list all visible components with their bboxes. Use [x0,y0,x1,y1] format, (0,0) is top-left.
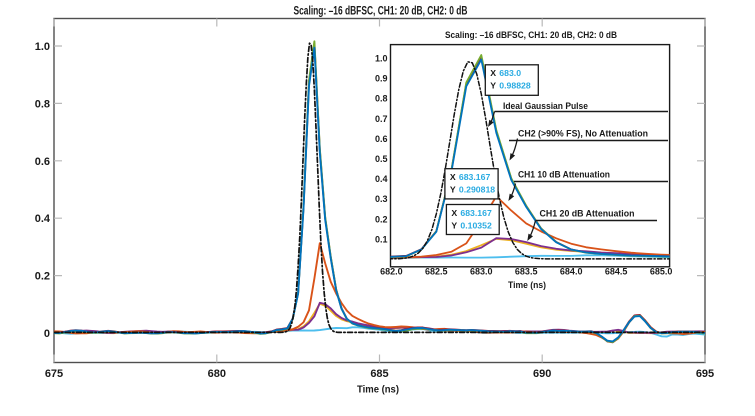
svg-text:0.4: 0.4 [375,174,388,184]
svg-text:683.0: 683.0 [470,267,493,277]
svg-text:0.4: 0.4 [35,213,51,225]
svg-text:684.5: 684.5 [605,267,628,277]
svg-text:Time (ns): Time (ns) [357,384,399,396]
svg-text:0.8: 0.8 [375,94,388,104]
svg-text:684.0: 684.0 [560,267,583,277]
svg-text:0.6: 0.6 [375,134,388,144]
svg-text:X: X [490,68,496,78]
svg-text:683.167: 683.167 [459,172,491,182]
svg-text:0: 0 [44,328,50,340]
svg-text:0.98828: 0.98828 [499,81,531,91]
svg-text:Y: Y [490,81,496,91]
svg-text:CH2 (>90% FS), No Attenuation: CH2 (>90% FS), No Attenuation [518,129,648,140]
svg-text:0.290818: 0.290818 [459,185,495,195]
svg-text:Scaling: –16 dBFSC, CH1: 20 dB: Scaling: –16 dBFSC, CH1: 20 dB, CH2: 0 d… [294,6,468,18]
svg-text:0.2: 0.2 [35,271,50,283]
svg-text:X: X [450,172,456,182]
svg-text:0.5: 0.5 [375,154,388,164]
svg-text:690: 690 [533,368,551,380]
svg-text:695: 695 [696,368,714,380]
svg-text:0.6: 0.6 [35,156,50,168]
svg-text:683.5: 683.5 [515,267,538,277]
svg-text:Scaling: –16 dBFSC, CH1: 20 dB: Scaling: –16 dBFSC, CH1: 20 dB, CH2: 0 d… [445,30,617,41]
svg-text:0.1: 0.1 [375,234,388,244]
svg-text:1.0: 1.0 [35,41,50,53]
svg-text:675: 675 [45,368,63,380]
svg-text:682.0: 682.0 [380,267,403,277]
svg-text:0.3: 0.3 [375,194,388,204]
svg-text:683.0: 683.0 [499,68,521,78]
svg-text:0.10352: 0.10352 [460,220,492,230]
svg-text:Y: Y [451,220,457,230]
svg-text:682.5: 682.5 [425,267,448,277]
svg-text:CH1 20 dB Attenuation: CH1 20 dB Attenuation [540,209,635,220]
svg-text:685.0: 685.0 [650,267,673,277]
svg-text:1.0: 1.0 [375,54,388,64]
svg-text:683.167: 683.167 [460,208,492,218]
svg-text:0.9: 0.9 [375,74,388,84]
svg-text:685: 685 [370,368,388,380]
svg-text:0.7: 0.7 [375,114,388,124]
svg-text:Y: Y [450,185,456,195]
svg-text:0.8: 0.8 [35,98,50,110]
svg-text:0.2: 0.2 [375,214,388,224]
svg-text:X: X [451,208,457,218]
svg-text:Ideal Gaussian Pulse: Ideal Gaussian Pulse [503,101,588,112]
svg-text:CH1 10 dB Attenuation: CH1 10 dB Attenuation [518,170,610,181]
svg-text:680: 680 [208,368,226,380]
svg-text:Time (ns): Time (ns) [508,280,546,290]
